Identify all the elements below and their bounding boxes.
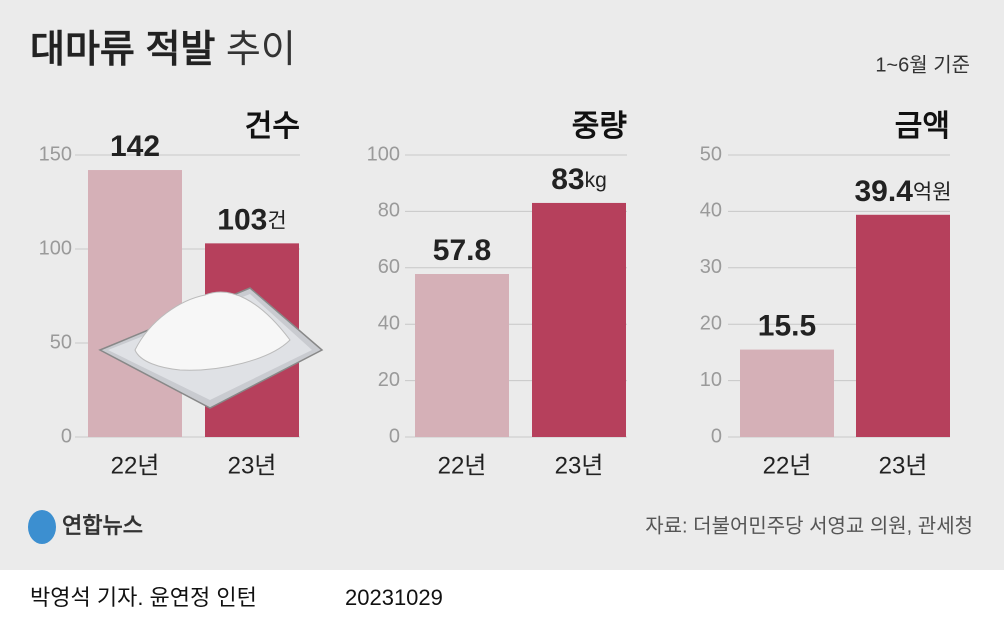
- title-light: 추이: [226, 29, 296, 71]
- x-tick-label: 22년: [763, 452, 812, 479]
- y-tick-label: 10: [700, 369, 722, 391]
- x-tick-label: 22년: [111, 452, 160, 479]
- y-tick-label: 0: [711, 425, 722, 447]
- value-label: 15.5: [758, 310, 816, 343]
- x-tick-label: 22년: [438, 452, 487, 479]
- y-tick-label: 80: [378, 200, 400, 222]
- x-tick-label: 23년: [555, 452, 604, 479]
- chart: 금액 0 10 20 30 40 50 15.5 22년 39.4억원 23년: [700, 110, 952, 479]
- chart-title: 금액: [895, 110, 950, 143]
- y-tick-label: 20: [700, 312, 722, 334]
- value-label: 39.4억원: [854, 175, 951, 208]
- bar: [88, 170, 182, 438]
- logo-mark: [28, 510, 56, 544]
- footer-background: [0, 570, 1004, 627]
- source: 자료: 더불어민주당 서영교 의원, 관세청: [645, 514, 973, 537]
- value-unit: kg: [585, 168, 607, 191]
- value-number: 83: [551, 163, 584, 196]
- credit: 박영석 기자. 윤연정 인턴: [30, 585, 257, 610]
- logo: 연합뉴스: [28, 510, 143, 544]
- bar: [415, 274, 509, 437]
- chart-title: 중량: [572, 110, 628, 143]
- bar: [532, 202, 626, 437]
- title-bold: 대마류 적발: [30, 29, 215, 71]
- y-tick-label: 20: [378, 369, 400, 391]
- value-number: 57.8: [433, 234, 491, 267]
- y-tick-label: 50: [50, 331, 72, 353]
- value-number: 39.4: [854, 175, 913, 208]
- value-unit: 건: [267, 209, 286, 232]
- logo-text: 연합뉴스: [62, 513, 143, 538]
- value-label: 57.8: [433, 234, 491, 267]
- y-tick-label: 0: [61, 425, 72, 447]
- y-tick-label: 40: [700, 200, 722, 222]
- date: 20231029: [345, 585, 443, 610]
- value-label: 83kg: [551, 163, 607, 196]
- y-tick-label: 40: [378, 312, 400, 334]
- chart-title: 건수: [245, 110, 300, 143]
- value-number: 103: [217, 203, 267, 236]
- y-tick-label: 50: [700, 143, 722, 165]
- powder-illustration: [98, 287, 324, 409]
- y-tick-label: 0: [389, 425, 400, 447]
- bar: [740, 349, 834, 437]
- chart: 중량 0 20 40 60 80 100 57.8 22년 83kg 23년: [367, 110, 628, 479]
- value-number: 142: [110, 130, 160, 163]
- value-number: 15.5: [758, 310, 816, 343]
- value-label: 142: [110, 130, 160, 163]
- y-tick-label: 150: [39, 143, 72, 165]
- y-tick-label: 60: [378, 256, 400, 278]
- title: 대마류 적발 추이: [30, 29, 296, 71]
- x-tick-label: 23년: [879, 452, 928, 479]
- value-unit: 억원: [913, 180, 952, 203]
- value-label: 103건: [217, 203, 286, 236]
- y-tick-label: 100: [367, 143, 400, 165]
- y-tick-label: 30: [700, 256, 722, 278]
- note: 1~6월 기준: [875, 53, 970, 76]
- bar: [856, 214, 950, 437]
- y-tick-label: 100: [39, 237, 72, 259]
- x-tick-label: 23년: [228, 452, 277, 479]
